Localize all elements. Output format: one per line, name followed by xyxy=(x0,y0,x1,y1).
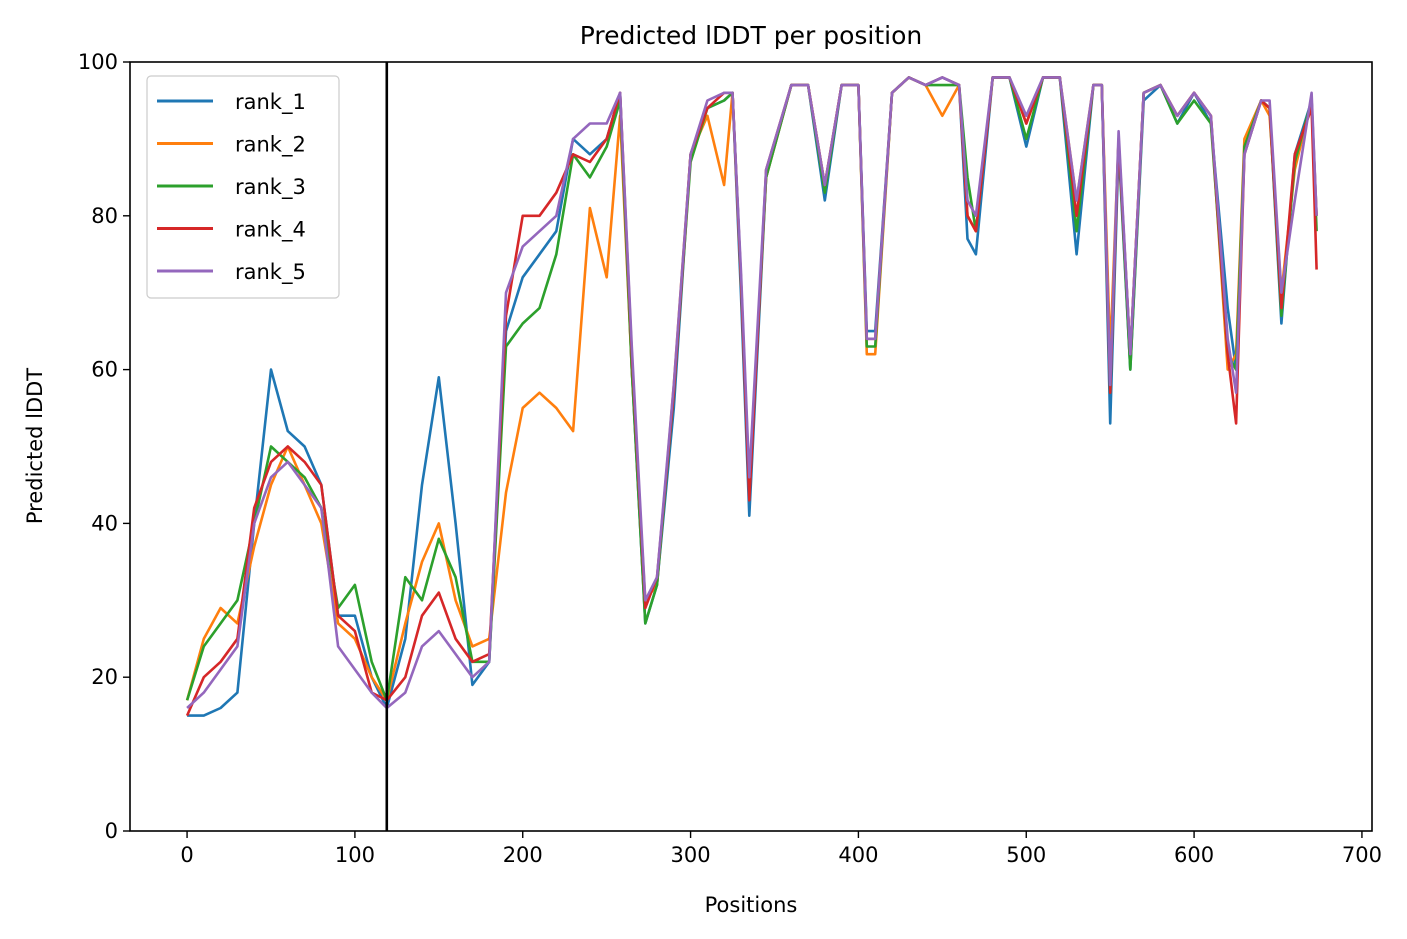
x-tick-label: 500 xyxy=(1006,843,1046,867)
legend-label-rank-1: rank_1 xyxy=(235,90,306,115)
chart-title: Predicted lDDT per position xyxy=(580,21,922,50)
legend-box xyxy=(146,75,340,299)
y-tick-label: 60 xyxy=(91,358,118,382)
x-tick-label: 400 xyxy=(838,843,878,867)
y-tick-label: 40 xyxy=(91,511,118,535)
y-tick-label: 100 xyxy=(78,50,118,74)
x-axis-label: Positions xyxy=(705,893,798,917)
x-tick-label: 300 xyxy=(671,843,711,867)
axes-frame xyxy=(129,61,1373,832)
plot-area xyxy=(185,62,1318,831)
legend-label-rank-5: rank_5 xyxy=(235,260,306,285)
series-line-rank-5 xyxy=(186,76,1318,710)
y-axis: 0 20 40 60 80 100 xyxy=(78,50,130,843)
x-axis: 0 100 200 300 400 500 600 700 xyxy=(180,831,1382,867)
y-tick-label: 80 xyxy=(91,204,118,228)
x-tick-label: 0 xyxy=(180,843,193,867)
y-axis-label: Predicted lDDT xyxy=(23,368,47,524)
x-tick-label: 600 xyxy=(1174,843,1214,867)
legend-label-rank-2: rank_2 xyxy=(235,133,306,158)
y-tick-label: 20 xyxy=(91,665,118,689)
x-tick-label: 100 xyxy=(335,843,375,867)
legend: rank_1 rank_2 rank_3 rank_4 rank_5 xyxy=(146,75,340,299)
x-tick-label: 200 xyxy=(503,843,543,867)
legend-label-rank-3: rank_3 xyxy=(235,175,306,200)
x-tick-label: 700 xyxy=(1342,843,1382,867)
y-tick-label: 0 xyxy=(105,819,118,843)
legend-label-rank-4: rank_4 xyxy=(235,218,306,243)
